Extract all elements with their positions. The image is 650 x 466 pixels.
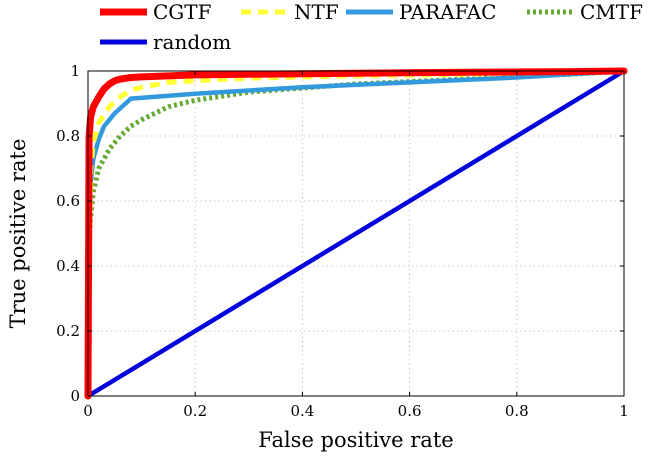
x-tick-label: 0.8 [505,402,529,420]
x-tick-label: 1 [619,402,629,420]
legend-label-ntf: NTF [294,0,339,24]
series-line-cmtf [85,68,625,397]
legend-label-parafac: PARAFAC [399,0,496,24]
legend-label-cmtf: CMTF [580,0,643,24]
x-tick-label: 0.6 [398,402,422,420]
grid [88,71,624,396]
axis-ticks: 0 0.2 0.4 0.6 0.8 1 0 0.2 0.4 0.6 0.8 1 [56,62,629,420]
series-line-cgtf [84,67,628,400]
x-tick-label: 0 [83,402,93,420]
y-tick-label: 0 [70,387,80,405]
y-tick-label: 1 [70,62,80,80]
legend-label-random: random [153,30,231,54]
x-tick-label: 0.2 [183,402,207,420]
series-lines [84,67,628,400]
plot-frame [87,70,625,397]
y-tick-label: 0.2 [56,322,80,340]
y-axis-label: True positive rate [6,139,30,329]
legend-label-cgtf: CGTF [153,0,212,24]
x-tick-label: 0.4 [290,402,314,420]
y-tick-label: 0.6 [56,192,80,210]
legend: CGTF NTF PARAFAC CMTF random [100,0,643,54]
x-axis-label: False positive rate [258,428,453,452]
series-line-random [86,69,626,398]
y-tick-label: 0.8 [56,127,80,145]
y-tick-label: 0.4 [56,257,80,275]
